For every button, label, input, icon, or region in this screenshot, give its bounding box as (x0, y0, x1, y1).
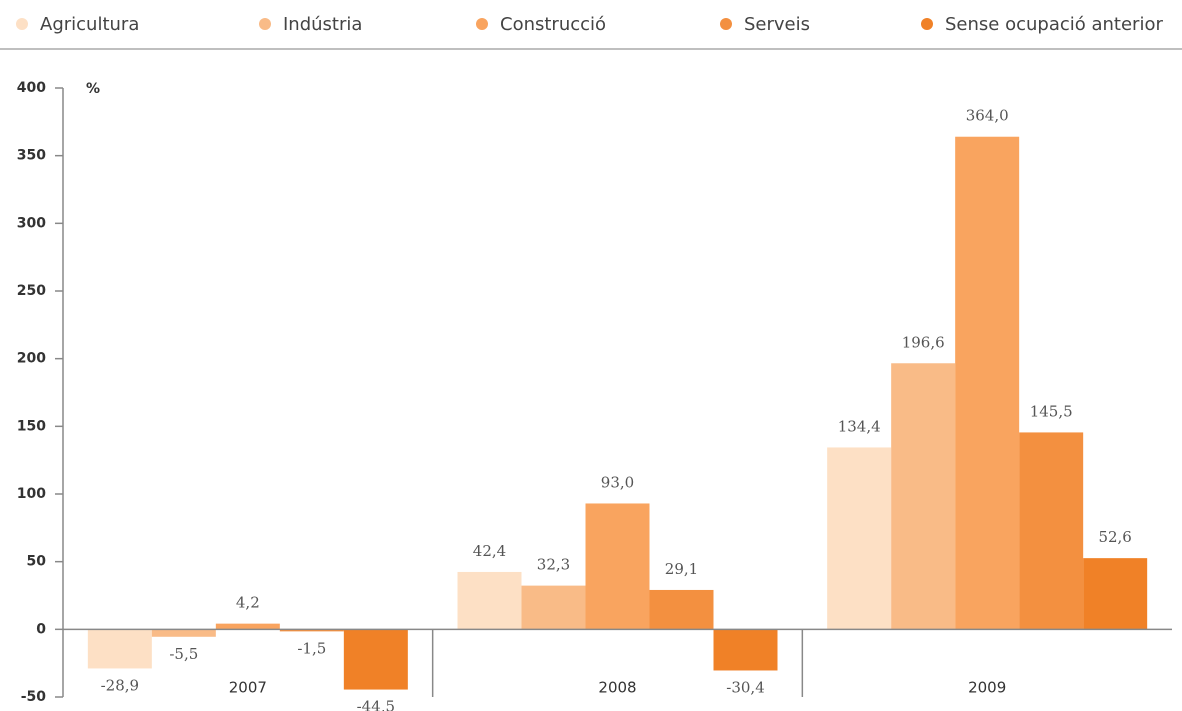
y-tick-label: 50 (27, 554, 47, 570)
bar (827, 447, 892, 630)
y-tick-label: 400 (17, 80, 46, 96)
y-tick-label: 100 (17, 486, 46, 502)
value-label: 364,0 (966, 107, 1009, 125)
y-tick-label: 150 (17, 418, 46, 434)
value-label: 29,1 (665, 560, 698, 578)
legend-label: Indústria (283, 14, 362, 35)
bar (457, 571, 522, 630)
value-label: -30,4 (726, 678, 764, 696)
y-tick-label: 300 (17, 215, 46, 231)
value-label: 42,4 (473, 542, 506, 560)
bar (585, 503, 650, 630)
y-tick-label: -50 (21, 689, 47, 705)
value-label: 93,0 (601, 473, 634, 491)
value-label: 4,2 (236, 594, 260, 612)
value-label: 196,6 (902, 333, 945, 351)
bar (713, 629, 778, 671)
value-label: -5,5 (169, 645, 198, 663)
value-label: -44,5 (357, 698, 395, 711)
y-tick-label: 0 (36, 621, 46, 637)
legend-label: Construcció (500, 14, 606, 35)
bar (521, 585, 586, 630)
bar (279, 629, 344, 632)
bar (87, 629, 152, 669)
legend-swatch (259, 18, 271, 30)
bar (343, 629, 408, 690)
legend-label: Sense ocupació anterior (945, 14, 1163, 35)
bar (151, 629, 216, 637)
value-label: 145,5 (1030, 402, 1073, 420)
legend-swatch (16, 18, 28, 30)
value-label: 52,6 (1098, 528, 1131, 546)
legend-swatch (720, 18, 732, 30)
bar (891, 363, 956, 630)
value-label: -28,9 (101, 676, 139, 694)
value-label: -1,5 (297, 639, 326, 657)
bar (1083, 558, 1148, 630)
legend-swatch (476, 18, 488, 30)
legend-label: Serveis (744, 14, 810, 35)
bar (215, 623, 280, 630)
y-tick-label: 200 (17, 351, 46, 367)
x-tick-label: 2007 (229, 679, 267, 697)
y-tick-label: 250 (17, 283, 46, 299)
x-tick-label: 2008 (598, 679, 636, 697)
x-tick-label: 2009 (968, 679, 1006, 697)
legend-label: Agricultura (40, 14, 139, 35)
value-label: 134,4 (838, 417, 881, 435)
y-unit: % (86, 81, 100, 97)
y-tick-label: 350 (17, 148, 46, 164)
bar (1019, 432, 1084, 630)
value-label: 32,3 (537, 556, 570, 574)
legend-swatch (921, 18, 933, 30)
bar (649, 589, 714, 630)
bar (955, 136, 1020, 630)
